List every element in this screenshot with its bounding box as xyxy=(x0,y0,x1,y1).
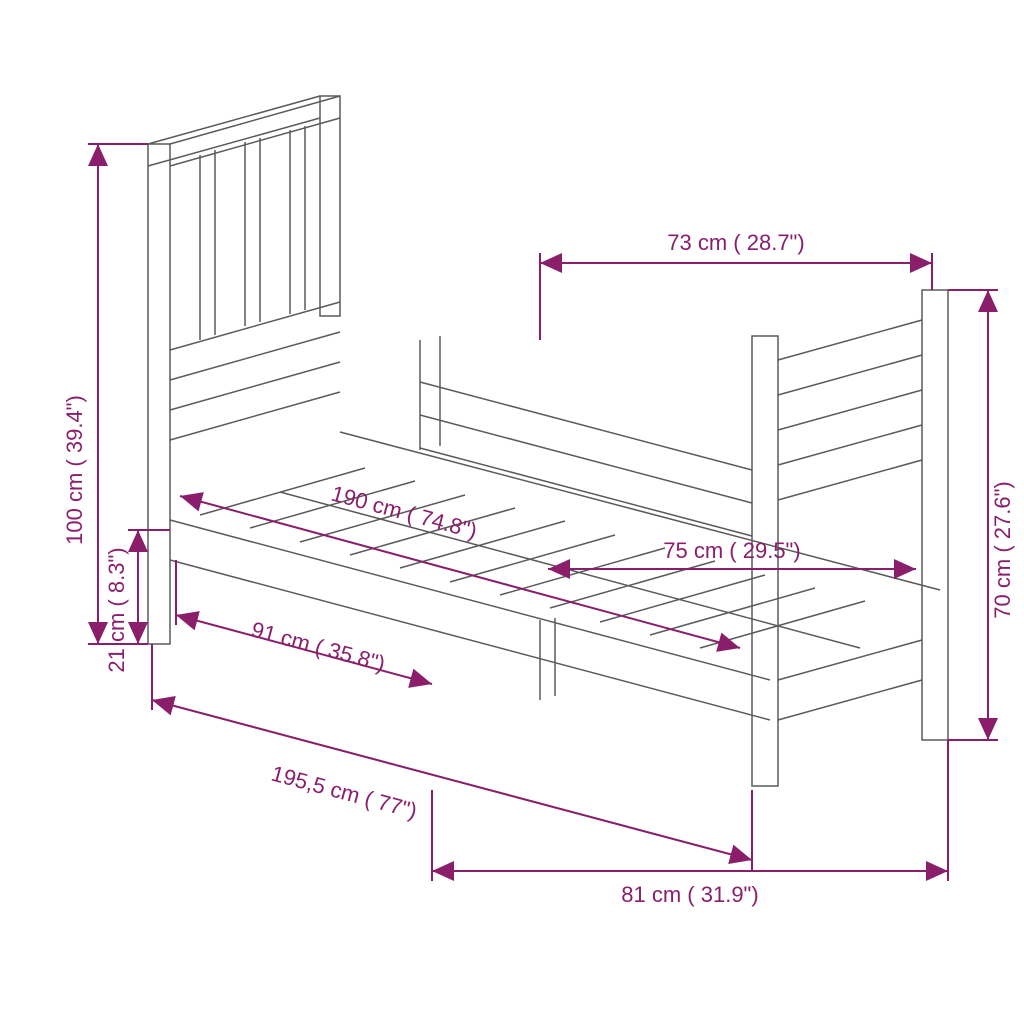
dim-label-75: 75 cm ( 29.5") xyxy=(663,538,800,563)
dim-label-190: 190 cm ( 74.8") xyxy=(329,481,480,544)
dim-width-73: 73 cm ( 28.7") xyxy=(540,230,932,340)
dim-label-70: 70 cm ( 27.6") xyxy=(990,481,1015,618)
dim-length-195: 195,5 cm ( 77") xyxy=(152,644,752,870)
dim-height-70: 70 cm ( 27.6") xyxy=(948,290,1015,740)
dim-length-91: 91 cm ( 35.8") xyxy=(176,560,432,684)
dim-width-75: 75 cm ( 29.5") xyxy=(548,538,916,569)
dim-label-100: 100 cm ( 39.4") xyxy=(62,395,87,545)
dim-label-81: 81 cm ( 31.9") xyxy=(621,882,758,907)
dim-label-73: 73 cm ( 28.7") xyxy=(667,230,804,255)
dim-label-91: 91 cm ( 35.8") xyxy=(249,617,388,677)
dim-label-195: 195,5 cm ( 77") xyxy=(269,761,420,824)
bed-frame-drawing xyxy=(148,96,948,786)
dim-height-21: 21 cm ( 8.3") xyxy=(104,530,170,673)
dim-label-21: 21 cm ( 8.3") xyxy=(104,547,129,672)
dim-width-81: 81 cm ( 31.9") xyxy=(432,740,948,907)
